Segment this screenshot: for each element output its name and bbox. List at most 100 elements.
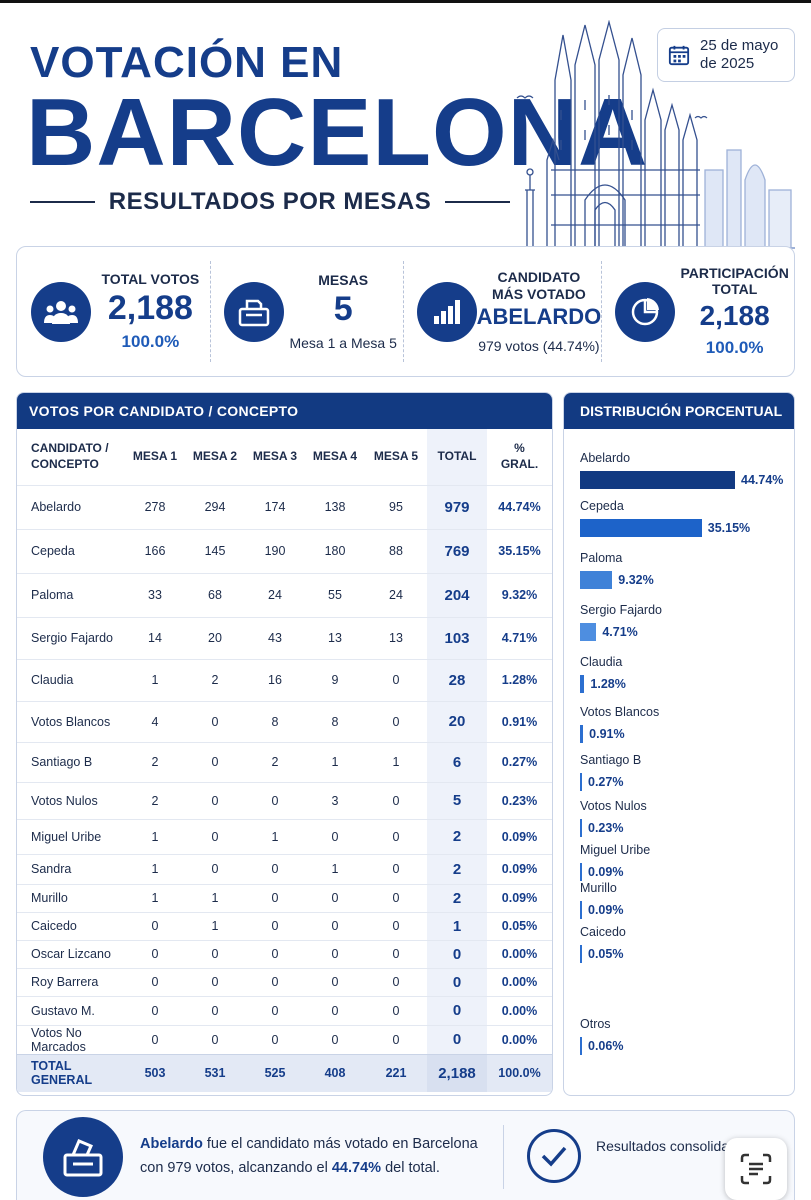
cell-total: 0 bbox=[427, 1024, 487, 1054]
distribution-value: 0.27% bbox=[588, 775, 624, 789]
cell-m3: 0 bbox=[245, 995, 305, 1025]
distribution-label: Miguel Uribe bbox=[580, 843, 651, 857]
winner-pct: 44.74% bbox=[331, 1159, 382, 1176]
cell-m5: 0 bbox=[365, 883, 427, 912]
cell-m1: 2 bbox=[125, 741, 185, 782]
table-title: VOTOS POR CANDIDATO / CONCEPTO bbox=[17, 393, 552, 429]
votes-table: CANDIDATO / CONCEPTO MESA 1 MESA 2 MESA 3… bbox=[17, 429, 552, 1092]
distribution-value: 35.15% bbox=[707, 521, 751, 535]
cell-pct: 100.0% bbox=[487, 1053, 552, 1092]
cell-m4: 180 bbox=[305, 528, 365, 573]
cell-m2: 0 bbox=[185, 741, 245, 782]
winner-summary: Abelardo fue el candidato más votado en … bbox=[140, 1133, 500, 1181]
cell-m5: 0 bbox=[365, 1024, 427, 1054]
stat-foot: 100.0% bbox=[121, 332, 180, 352]
cell-name: Abelardo bbox=[17, 484, 125, 529]
table-row: Gustavo M. 0 0 0 0 0 0 0.00% bbox=[17, 995, 552, 1025]
distribution-label: Abelardo bbox=[580, 451, 631, 465]
distribution-item: Claudia 1.28% bbox=[580, 655, 626, 693]
cell-name: Sergio Fajardo bbox=[17, 616, 125, 659]
cell-m5: 0 bbox=[365, 967, 427, 996]
cell-m2: 68 bbox=[185, 572, 245, 617]
cell-m3: 0 bbox=[245, 1024, 305, 1054]
cell-name: Miguel Uribe bbox=[17, 818, 125, 854]
cell-name: Votos Nulos bbox=[17, 781, 125, 819]
cell-name: Gustavo M. bbox=[17, 995, 125, 1025]
col-pct: % GRAL. bbox=[500, 441, 539, 471]
table-row: Votos Nulos 2 0 0 3 0 5 0.23% bbox=[17, 781, 552, 819]
distribution-value: 9.32% bbox=[618, 573, 654, 587]
cell-m2: 0 bbox=[185, 939, 245, 968]
cell-m2: 1 bbox=[185, 883, 245, 912]
stat-label: MESAS bbox=[318, 271, 369, 288]
cell-m2: 0 bbox=[185, 818, 245, 854]
cell-total: 2 bbox=[427, 853, 487, 884]
check-icon bbox=[527, 1129, 581, 1183]
scan-text-icon bbox=[740, 1153, 772, 1185]
distribution-item: Miguel Uribe 0.09% bbox=[580, 843, 650, 881]
distribution-value: 0.91% bbox=[589, 727, 625, 741]
lens-scan-button[interactable] bbox=[725, 1138, 787, 1200]
ballot-vote-icon bbox=[43, 1117, 123, 1197]
distribution-item: Murillo 0.09% bbox=[580, 881, 623, 919]
stat-label-line-1: PARTICIPACIÓN bbox=[680, 264, 789, 281]
distribution-value: 0.06% bbox=[588, 1039, 624, 1053]
cell-m1: 14 bbox=[125, 616, 185, 659]
distribution-item: Otros 0.06% bbox=[580, 1017, 623, 1055]
distribution-bar bbox=[580, 901, 582, 919]
ballot-box-icon bbox=[223, 281, 284, 342]
distribution-title: DISTRIBUCIÓN PORCENTUAL bbox=[564, 393, 794, 429]
distribution-bar bbox=[580, 725, 584, 743]
cell-pct: 0.91% bbox=[487, 700, 552, 742]
cell-m4: 3 bbox=[305, 781, 365, 819]
stat-foot: 100.0% bbox=[705, 338, 764, 358]
cell-total: 6 bbox=[427, 741, 487, 782]
cell-m5: 0 bbox=[365, 781, 427, 819]
cell-m4: 1 bbox=[305, 853, 365, 884]
table-row: Santiago B 2 0 2 1 1 6 0.27% bbox=[17, 741, 552, 782]
distribution-item: Santiago B 0.27% bbox=[580, 753, 641, 791]
cell-m1: 1 bbox=[125, 853, 185, 884]
cell-m2: 0 bbox=[185, 995, 245, 1025]
cell-total: 2,188 bbox=[427, 1053, 487, 1092]
distribution-label: Sergio Fajardo bbox=[580, 603, 662, 617]
cell-m3: 43 bbox=[245, 616, 305, 659]
table-row: Votos Blancos 4 0 8 8 0 20 0.91% bbox=[17, 700, 552, 742]
subtitle: RESULTADOS POR MESAS bbox=[30, 188, 510, 216]
people-icon bbox=[31, 281, 91, 342]
cell-m4: 0 bbox=[305, 883, 365, 912]
cell-m2: 0 bbox=[185, 781, 245, 819]
cell-m4: 0 bbox=[305, 967, 365, 996]
cell-m1: 1 bbox=[125, 818, 185, 854]
distribution-value: 1.28% bbox=[590, 677, 626, 691]
cell-pct: 0.23% bbox=[487, 781, 552, 819]
cell-m5: 0 bbox=[365, 995, 427, 1025]
col-mesa-2: MESA 2 bbox=[192, 448, 238, 463]
table-row: Miguel Uribe 1 0 1 0 0 2 0.09% bbox=[17, 818, 552, 854]
cell-m4: 0 bbox=[305, 939, 365, 968]
cell-m4: 8 bbox=[305, 700, 365, 742]
distribution-value: 44.74% bbox=[741, 473, 784, 487]
cell-name: Santiago B bbox=[17, 741, 125, 782]
cell-total: 103 bbox=[427, 616, 487, 659]
distribution-bar bbox=[580, 519, 702, 537]
cell-m5: 24 bbox=[365, 572, 427, 617]
cell-m3: 525 bbox=[245, 1053, 305, 1092]
winner-name: Abelardo bbox=[140, 1136, 203, 1152]
distribution-value: 4.71% bbox=[602, 625, 638, 639]
cell-m5: 0 bbox=[365, 658, 427, 701]
distribution-bar bbox=[580, 863, 582, 881]
cell-m5: 0 bbox=[365, 818, 427, 854]
summary-stats: TOTAL VOTOS 2,188 100.0% MESAS 5 Mesa 1 … bbox=[16, 246, 795, 377]
table-row: Votos No Marcados 0 0 0 0 0 0 0.00% bbox=[17, 1024, 552, 1054]
cell-pct: 0.00% bbox=[487, 1024, 552, 1054]
distribution-value: 0.05% bbox=[588, 947, 624, 961]
col-total: TOTAL bbox=[427, 429, 487, 485]
cell-m3: 174 bbox=[245, 484, 305, 529]
cell-name: Votos Blancos bbox=[17, 700, 125, 742]
table-total-row: TOTAL GENERAL 503 531 525 408 221 2,188 100.0% bbox=[17, 1053, 552, 1092]
distribution-bar bbox=[580, 773, 582, 791]
title-line-2: BARCELONA bbox=[26, 79, 649, 186]
cell-m1: 4 bbox=[125, 700, 185, 742]
cell-m4: 138 bbox=[305, 484, 365, 529]
